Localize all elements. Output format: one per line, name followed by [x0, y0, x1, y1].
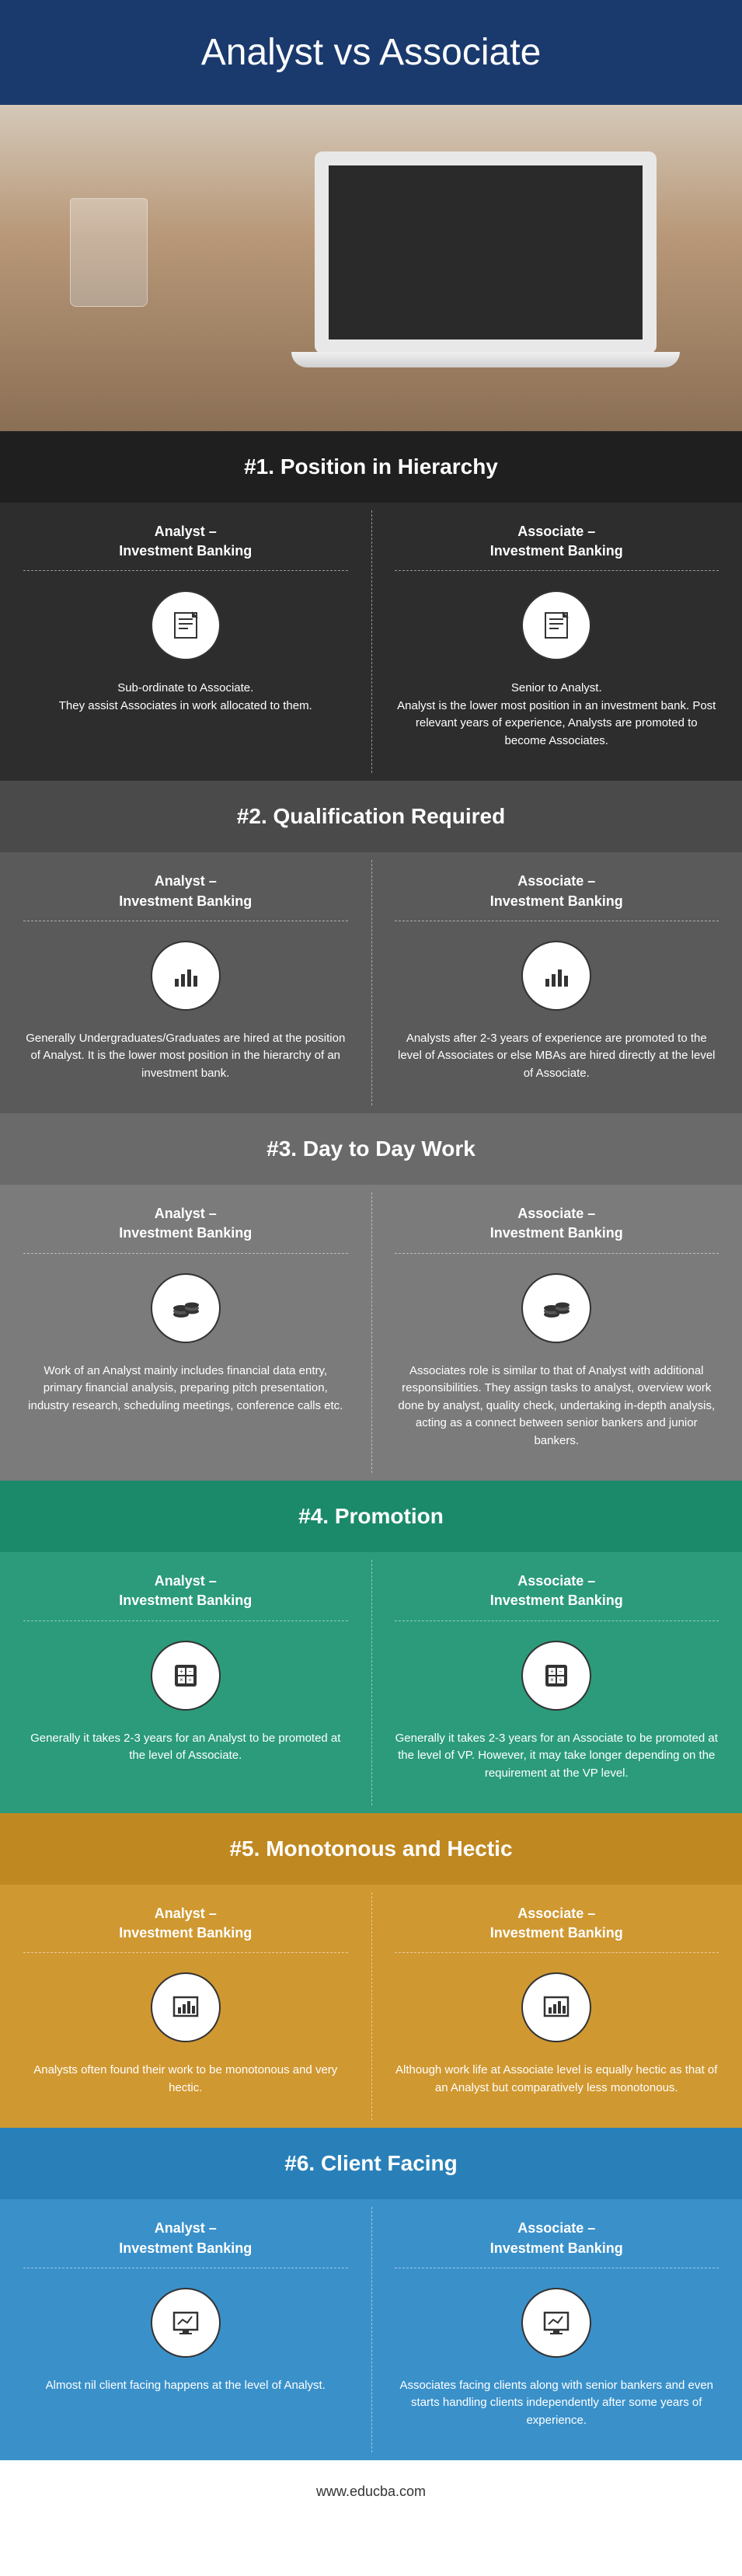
screen-icon [521, 2288, 591, 2358]
section-body-4: Analyst –Investment Banking +−×÷ General… [0, 1552, 742, 1813]
col-desc: Generally it takes 2-3 years for an Asso… [395, 1730, 719, 1783]
associate-col: Associate –Investment Banking Senior to … [371, 503, 742, 781]
laptop-illustration [291, 151, 680, 385]
svg-text:+: + [550, 1668, 554, 1675]
infographic-container: Analyst vs Associate #1. Position in Hie… [0, 0, 742, 2523]
col-desc: Analysts often found their work to be mo… [23, 2062, 348, 2097]
section-heading-5: #5. Monotonous and Hectic [0, 1813, 742, 1885]
associate-col: Associate –Investment Banking Associates… [371, 2199, 742, 2460]
section-heading-1: #1. Position in Hierarchy [0, 431, 742, 503]
col-title: Associate –Investment Banking [395, 2219, 719, 2268]
col-desc: Although work life at Associate level is… [395, 2062, 719, 2097]
analyst-col: Analyst –Investment Banking Generally Un… [0, 852, 371, 1113]
col-title: Analyst –Investment Banking [23, 1572, 348, 1620]
col-desc: Senior to Analyst.Analyst is the lower m… [395, 680, 719, 750]
section-heading-3: #3. Day to Day Work [0, 1113, 742, 1185]
document-icon [151, 590, 221, 660]
col-desc: Associates facing clients along with sen… [395, 2377, 719, 2430]
section-heading-2: #2. Qualification Required [0, 781, 742, 852]
col-title: Analyst –Investment Banking [23, 522, 348, 571]
calculator-icon: +−× ÷ [521, 1641, 591, 1711]
title-bar: Analyst vs Associate [0, 0, 742, 105]
svg-text:−: − [559, 1668, 563, 1675]
analyst-col: Analyst –Investment Banking Almost nil c… [0, 2199, 371, 2460]
col-desc: Generally it takes 2-3 years for an Anal… [23, 1730, 348, 1765]
col-desc: Almost nil client facing happens at the … [46, 2377, 326, 2395]
section-body-6: Analyst –Investment Banking Almost nil c… [0, 2199, 742, 2460]
associate-col: Associate –Investment Banking Although w… [371, 1885, 742, 2128]
hero-image [0, 105, 742, 431]
section-heading-4: #4. Promotion [0, 1481, 742, 1552]
coins-icon [521, 1273, 591, 1343]
svg-text:×: × [550, 1676, 554, 1683]
col-title: Associate –Investment Banking [395, 1572, 719, 1620]
bar-chart-icon [151, 941, 221, 1011]
calculator-icon: +−× ÷ [151, 1641, 221, 1711]
col-desc: Generally Undergraduates/Graduates are h… [23, 1030, 348, 1083]
col-title: Analyst –Investment Banking [23, 2219, 348, 2268]
col-title: Associate –Investment Banking [395, 1904, 719, 1953]
section-body-5: Analyst –Investment Banking Analysts oft… [0, 1885, 742, 2128]
section-body-3: Analyst –Investment Banking Work of an A… [0, 1185, 742, 1481]
glass-illustration [70, 198, 148, 307]
col-desc: Work of an Analyst mainly includes finan… [23, 1363, 348, 1415]
bar-chart-icon [521, 941, 591, 1011]
footer-url: www.educba.com [0, 2460, 742, 2523]
analyst-col: Analyst –Investment Banking Sub-ordinate… [0, 503, 371, 781]
section-body-1: Analyst –Investment Banking Sub-ordinate… [0, 503, 742, 781]
associate-col: Associate –Investment Banking Associates… [371, 1185, 742, 1481]
svg-text:×: × [179, 1676, 183, 1683]
svg-text:+: + [179, 1668, 183, 1675]
section-heading-6: #6. Client Facing [0, 2128, 742, 2199]
chart-frame-icon [151, 1972, 221, 2042]
analyst-col: Analyst –Investment Banking Analysts oft… [0, 1885, 371, 2128]
coins-icon [151, 1273, 221, 1343]
page-title: Analyst vs Associate [16, 31, 726, 74]
associate-col: Associate –Investment Banking +−× ÷ Gener… [371, 1552, 742, 1813]
col-title: Associate –Investment Banking [395, 1204, 719, 1253]
screen-icon [151, 2288, 221, 2358]
associate-col: Associate –Investment Banking Analysts a… [371, 852, 742, 1113]
col-title: Associate –Investment Banking [395, 872, 719, 921]
document-icon [521, 590, 591, 660]
col-desc: Associates role is similar to that of An… [395, 1363, 719, 1450]
chart-frame-icon [521, 1972, 591, 2042]
svg-text:−: − [188, 1668, 192, 1675]
svg-text:÷: ÷ [188, 1676, 192, 1683]
analyst-col: Analyst –Investment Banking Work of an A… [0, 1185, 371, 1481]
col-title: Analyst –Investment Banking [23, 1904, 348, 1953]
svg-text:÷: ÷ [559, 1676, 563, 1683]
col-desc: Sub-ordinate to Associate.They assist As… [59, 680, 312, 715]
col-title: Associate –Investment Banking [395, 522, 719, 571]
col-desc: Analysts after 2-3 years of experience a… [395, 1030, 719, 1083]
analyst-col: Analyst –Investment Banking +−× ÷ General… [0, 1552, 371, 1813]
col-title: Analyst –Investment Banking [23, 872, 348, 921]
section-body-2: Analyst –Investment Banking Generally Un… [0, 852, 742, 1113]
col-title: Analyst –Investment Banking [23, 1204, 348, 1253]
